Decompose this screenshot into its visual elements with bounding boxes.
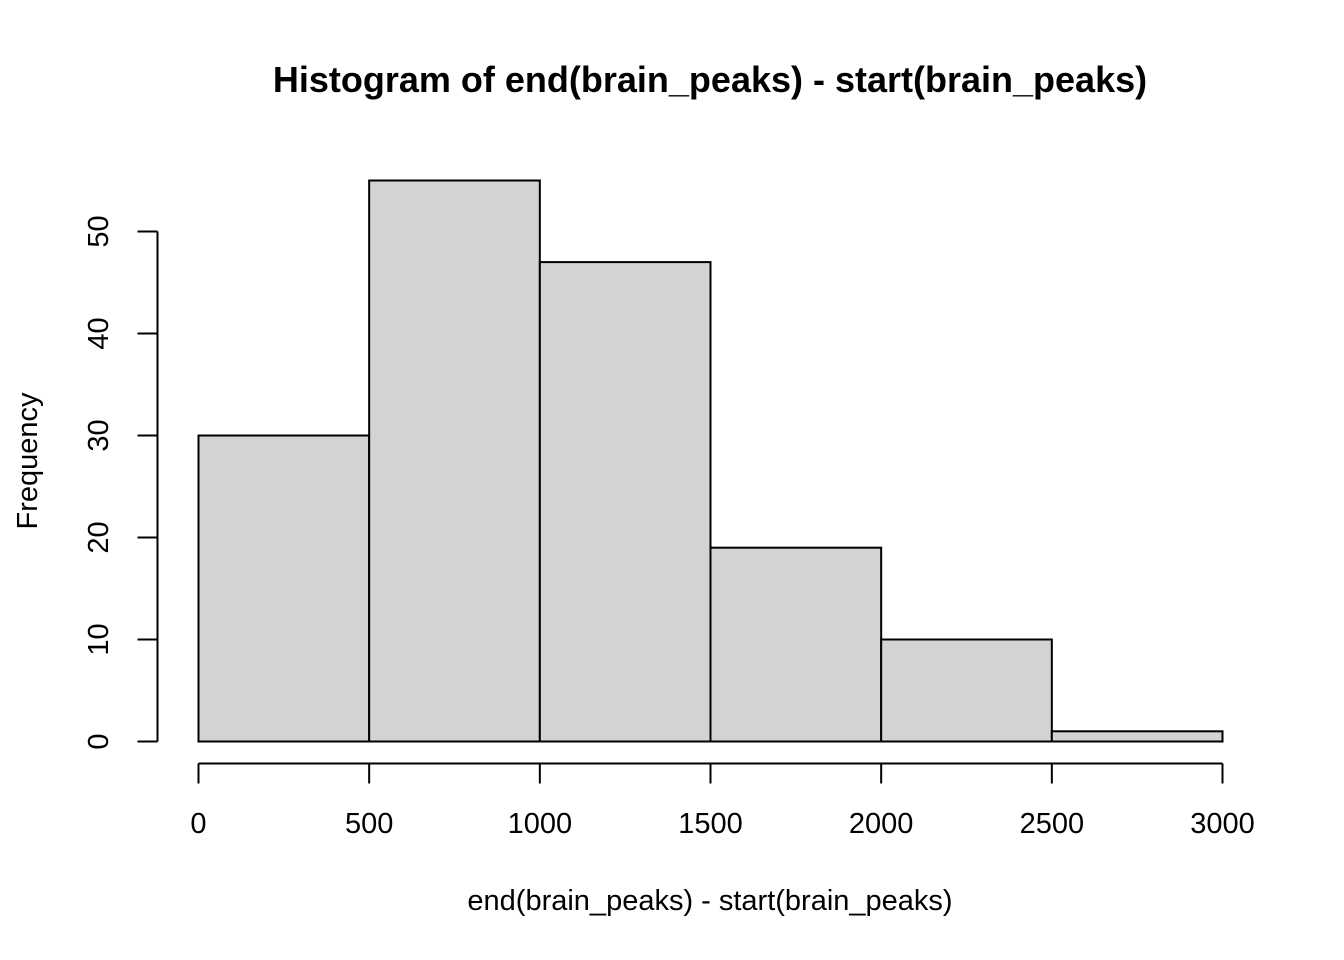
histogram-bar bbox=[1050, 730, 1224, 743]
histogram-bar bbox=[538, 261, 712, 743]
x-axis: 0 500 1000 1500 2000 2500 3000 bbox=[190, 762, 1255, 840]
x-tick-label: 1500 bbox=[678, 808, 743, 840]
x-tick-label: 3000 bbox=[1190, 808, 1255, 840]
y-tick-label: 50 bbox=[83, 215, 115, 247]
histogram-bar bbox=[709, 546, 883, 743]
x-tick-label: 2500 bbox=[1020, 808, 1085, 840]
chart-title: Histogram of end(brain_peaks) - start(br… bbox=[273, 59, 1147, 100]
x-axis-label: end(brain_peaks) - start(brain_peaks) bbox=[467, 885, 952, 917]
y-axis: 0 10 20 30 40 50 bbox=[83, 215, 159, 750]
y-tick-label: 10 bbox=[83, 623, 115, 655]
x-tick-label: 2000 bbox=[849, 808, 914, 840]
bars-group bbox=[197, 179, 1224, 743]
y-axis-label: Frequency bbox=[12, 392, 44, 530]
histogram-bar bbox=[368, 179, 541, 743]
histogram-bar bbox=[880, 638, 1053, 743]
histogram-bar bbox=[197, 434, 371, 743]
x-tick-label: 500 bbox=[345, 808, 393, 840]
x-tick-label: 1000 bbox=[508, 808, 573, 840]
y-tick-label: 20 bbox=[83, 521, 115, 553]
y-tick-label: 40 bbox=[83, 317, 115, 349]
x-tick-label: 0 bbox=[190, 808, 206, 840]
y-tick-label: 0 bbox=[83, 733, 115, 749]
y-tick-label: 30 bbox=[83, 419, 115, 451]
